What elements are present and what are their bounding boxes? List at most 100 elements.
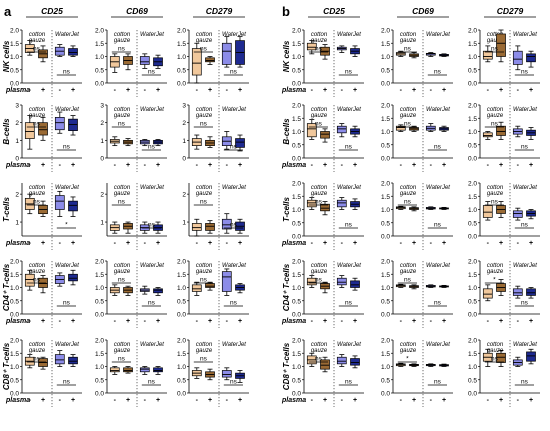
- box-cotton-minus: [24, 193, 35, 215]
- group-label-waterjet: WaterJet: [513, 185, 537, 191]
- y-tick-label: 1.5: [381, 272, 390, 279]
- group-label-cotton: cotton: [487, 185, 504, 191]
- group-label-waterjet: WaterJet: [140, 107, 164, 113]
- plasma-sign: +: [238, 87, 242, 94]
- y-tick-label: 0.5: [10, 298, 19, 305]
- group-label-cotton-2: gauze: [114, 38, 131, 44]
- group-label-cotton-2: gauze: [400, 348, 417, 354]
- box-waterjet-minus: [425, 363, 436, 367]
- significance-label: ns: [521, 222, 529, 229]
- significance-label: ns: [63, 300, 71, 307]
- significance-label: ns: [521, 69, 529, 76]
- plasma-sign: -: [59, 240, 62, 247]
- box-cotton-plus: [38, 356, 48, 370]
- box-waterjet-minus: [336, 123, 347, 138]
- box-waterjet-minus: [139, 53, 150, 69]
- box-body: [221, 42, 232, 65]
- row-ylabel-b-4: CD8⁺ T-cells: [282, 342, 291, 390]
- plasma-sign: -: [144, 87, 147, 94]
- row-ylabel-b-3: CD4⁺ T-cells: [282, 263, 291, 311]
- y-tick-label: 0.5: [292, 298, 301, 305]
- significance-label: ns: [148, 144, 156, 151]
- group-label-cotton-2: gauze: [29, 113, 46, 119]
- plasma-sign: -: [59, 318, 62, 325]
- plasma-sign: -: [341, 240, 344, 247]
- significance-label: ns: [148, 300, 156, 307]
- group-label-cotton: cotton: [196, 107, 213, 113]
- significance-label: ns: [404, 121, 412, 128]
- significance-label: ns: [345, 222, 353, 229]
- group-label-cotton-2: gauze: [487, 113, 504, 119]
- box-waterjet-minus: [336, 45, 347, 53]
- plasma-sign: -: [517, 162, 520, 169]
- y-tick-label: 1.0: [468, 54, 477, 61]
- plasma-sign: -: [114, 162, 117, 169]
- y-tick-label: 0.0: [381, 81, 390, 88]
- group-label-cotton: cotton: [196, 263, 213, 269]
- plasma-sign: -: [196, 240, 199, 247]
- significance-label: ns: [315, 121, 323, 128]
- box-body: [205, 223, 215, 231]
- box-cotton-minus: [109, 366, 120, 375]
- plasma-sign: -: [311, 162, 314, 169]
- box-waterjet-plus: [526, 50, 536, 68]
- y-tick-label: 0.5: [381, 377, 390, 384]
- y-tick-label: 0.5: [292, 67, 301, 74]
- box-cotton-minus: [306, 197, 317, 210]
- marker-header-a-CD279: CD279: [206, 6, 233, 16]
- group-label-cotton-2: gauze: [311, 269, 328, 275]
- y-tick-label: 2: [182, 192, 186, 199]
- box-waterjet-minus: [54, 272, 65, 287]
- plasma-sign: -: [517, 240, 520, 247]
- y-tick-label: 0.0: [177, 312, 186, 319]
- group-label-cotton-2: gauze: [196, 348, 213, 354]
- plasma-sign: +: [442, 87, 446, 94]
- box-body: [306, 123, 317, 138]
- significance-label: ns: [315, 277, 323, 284]
- box-waterjet-plus: [68, 269, 78, 286]
- box-waterjet-minus: [512, 207, 523, 221]
- significance-label: ns: [200, 356, 208, 363]
- plasma-row-label: plasma: [281, 318, 306, 325]
- plasma-sign: +: [41, 162, 45, 169]
- plasma-sign: -: [59, 397, 62, 404]
- group-label-cotton: cotton: [114, 263, 131, 269]
- group-label-cotton: cotton: [114, 342, 131, 348]
- box-waterjet-plus: [526, 287, 536, 299]
- significance-label: ns: [200, 277, 208, 284]
- group-label-cotton: cotton: [400, 263, 417, 269]
- group-label-waterjet: WaterJet: [55, 185, 79, 191]
- plasma-sign: -: [196, 162, 199, 169]
- box-cotton-plus: [38, 275, 48, 294]
- plasma-sign: +: [41, 87, 45, 94]
- y-tick-label: 2.0: [381, 103, 390, 110]
- box-cotton-minus: [24, 354, 35, 369]
- significance-label: ns: [345, 69, 353, 76]
- group-label-cotton: cotton: [114, 32, 131, 38]
- box-cotton-plus: [205, 220, 215, 234]
- plasma-row-label: plasma: [5, 318, 30, 325]
- box-waterjet-plus: [153, 366, 163, 375]
- box-body: [221, 271, 232, 292]
- plasma-sign: +: [412, 240, 416, 247]
- box-waterjet-minus: [336, 197, 347, 210]
- row-ylabel-a-1: B-cells: [2, 118, 11, 145]
- plasma-sign: +: [71, 240, 75, 247]
- significance-label: *: [493, 277, 496, 284]
- y-tick-label: 1.0: [292, 129, 301, 136]
- group-label-cotton: cotton: [487, 32, 504, 38]
- plasma-sign: -: [341, 162, 344, 169]
- box-body: [191, 223, 202, 231]
- box-cotton-minus: [395, 50, 406, 57]
- box-body: [153, 367, 163, 373]
- y-tick-label: 1: [100, 220, 104, 227]
- group-label-waterjet: WaterJet: [140, 342, 164, 348]
- significance-label: *: [406, 356, 409, 363]
- group-label-cotton-2: gauze: [114, 113, 131, 119]
- box-cotton-plus: [205, 136, 215, 148]
- group-label-cotton: cotton: [400, 342, 417, 348]
- plasma-sign: -: [196, 318, 199, 325]
- box-cotton-minus: [482, 45, 493, 63]
- y-tick-label: 2.0: [468, 259, 477, 266]
